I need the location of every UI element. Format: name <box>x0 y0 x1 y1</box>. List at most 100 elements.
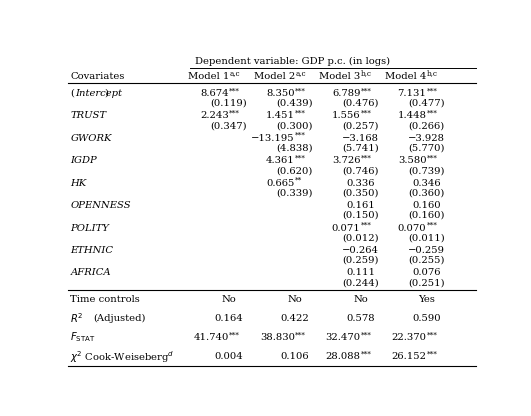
Text: ***: *** <box>361 154 372 163</box>
Text: −13.195: −13.195 <box>251 134 295 143</box>
Text: 8.674: 8.674 <box>200 89 229 98</box>
Text: (0.350): (0.350) <box>342 188 379 198</box>
Text: 0.071: 0.071 <box>332 223 361 233</box>
Text: No: No <box>353 295 368 304</box>
Text: (0.259): (0.259) <box>342 256 379 265</box>
Text: (: ( <box>71 89 74 98</box>
Text: ***: *** <box>295 110 306 118</box>
Text: AFRICA: AFRICA <box>71 268 111 277</box>
Text: OPENNESS: OPENNESS <box>71 201 131 210</box>
Text: Yes: Yes <box>418 295 435 304</box>
Text: (0.476): (0.476) <box>342 99 379 108</box>
Text: ***: *** <box>361 222 372 230</box>
Text: 2.243: 2.243 <box>200 111 229 120</box>
Text: (Adjusted): (Adjusted) <box>93 314 145 323</box>
Text: b,c: b,c <box>361 69 372 78</box>
Text: ***: *** <box>229 331 240 339</box>
Text: ***: *** <box>295 331 306 339</box>
Text: 0.346: 0.346 <box>412 179 441 188</box>
Text: 0.070: 0.070 <box>398 223 426 233</box>
Text: −3.928: −3.928 <box>408 134 445 143</box>
Text: 0.076: 0.076 <box>412 268 441 277</box>
Text: Time controls: Time controls <box>71 295 140 304</box>
Text: 1.451: 1.451 <box>266 111 295 120</box>
Text: ***: *** <box>427 87 438 95</box>
Text: Model 4: Model 4 <box>385 72 426 81</box>
Text: (5.741): (5.741) <box>342 144 379 153</box>
Text: (0.477): (0.477) <box>408 99 445 108</box>
Text: ***: *** <box>361 351 372 359</box>
Text: ***: *** <box>427 222 438 230</box>
Text: Model 2: Model 2 <box>253 72 295 81</box>
Text: 4.361: 4.361 <box>266 156 295 165</box>
Text: Covariates: Covariates <box>71 72 125 81</box>
Text: (0.300): (0.300) <box>277 121 313 130</box>
Text: 0.161: 0.161 <box>346 201 375 210</box>
Text: b,c: b,c <box>427 69 438 78</box>
Text: Intercept: Intercept <box>75 89 123 98</box>
Text: (0.150): (0.150) <box>342 211 379 220</box>
Text: 28.088: 28.088 <box>326 352 361 361</box>
Text: ***: *** <box>427 110 438 118</box>
Text: a,c: a,c <box>295 69 306 78</box>
Text: 0.336: 0.336 <box>346 179 375 188</box>
Text: ***: *** <box>361 110 372 118</box>
Text: (0.119): (0.119) <box>211 99 247 108</box>
Text: −0.264: −0.264 <box>342 246 379 255</box>
Text: (0.011): (0.011) <box>408 233 445 243</box>
Text: (4.838): (4.838) <box>277 144 313 153</box>
Text: ***: *** <box>361 331 372 339</box>
Text: 3.726: 3.726 <box>332 156 361 165</box>
Text: ***: *** <box>427 154 438 163</box>
Text: ETHNIC: ETHNIC <box>71 246 114 255</box>
Text: (0.339): (0.339) <box>277 188 313 198</box>
Text: 1.556: 1.556 <box>332 111 361 120</box>
Text: (0.255): (0.255) <box>408 256 444 265</box>
Text: (0.620): (0.620) <box>277 166 313 175</box>
Text: −3.168: −3.168 <box>342 134 379 143</box>
Text: (0.244): (0.244) <box>342 278 379 287</box>
Text: $\chi^2$ Cook-Weiseberg$^d$: $\chi^2$ Cook-Weiseberg$^d$ <box>71 349 175 365</box>
Text: (0.746): (0.746) <box>342 166 379 175</box>
Text: 0.111: 0.111 <box>346 268 375 277</box>
Text: 1.448: 1.448 <box>398 111 426 120</box>
Text: Model 1: Model 1 <box>187 72 229 81</box>
Text: (5.770): (5.770) <box>408 144 444 153</box>
Text: IGDP: IGDP <box>71 156 97 165</box>
Text: 0.665: 0.665 <box>267 179 295 188</box>
Text: $R^2$: $R^2$ <box>71 312 84 325</box>
Text: 3.580: 3.580 <box>398 156 426 165</box>
Text: HK: HK <box>71 179 87 188</box>
Text: −0.259: −0.259 <box>408 246 445 255</box>
Text: No: No <box>287 295 302 304</box>
Text: ***: *** <box>427 351 438 359</box>
Text: ***: *** <box>229 110 240 118</box>
Text: (0.251): (0.251) <box>408 278 445 287</box>
Text: 8.350: 8.350 <box>266 89 295 98</box>
Text: ***: *** <box>361 87 372 95</box>
Text: (0.439): (0.439) <box>277 99 313 108</box>
Text: 6.789: 6.789 <box>332 89 361 98</box>
Text: **: ** <box>295 177 303 185</box>
Text: 7.131: 7.131 <box>398 89 426 98</box>
Text: (0.360): (0.360) <box>408 188 444 198</box>
Text: 0.422: 0.422 <box>280 314 309 323</box>
Text: 0.590: 0.590 <box>412 314 441 323</box>
Text: ***: *** <box>229 87 240 95</box>
Text: 0.160: 0.160 <box>412 201 441 210</box>
Text: (0.257): (0.257) <box>342 121 379 130</box>
Text: 0.578: 0.578 <box>346 314 375 323</box>
Text: (0.160): (0.160) <box>408 211 444 220</box>
Text: (0.739): (0.739) <box>408 166 444 175</box>
Text: TRUST: TRUST <box>71 111 107 120</box>
Text: 41.740: 41.740 <box>194 333 229 342</box>
Text: ***: *** <box>295 87 306 95</box>
Text: 0.004: 0.004 <box>215 352 243 361</box>
Text: POLITY: POLITY <box>71 223 109 233</box>
Text: (0.012): (0.012) <box>342 233 379 243</box>
Text: 0.106: 0.106 <box>280 352 309 361</box>
Text: 22.370: 22.370 <box>391 333 426 342</box>
Text: $F_{\mathrm{STAT}}$: $F_{\mathrm{STAT}}$ <box>71 331 96 344</box>
Text: 38.830: 38.830 <box>260 333 295 342</box>
Text: 0.164: 0.164 <box>215 314 243 323</box>
